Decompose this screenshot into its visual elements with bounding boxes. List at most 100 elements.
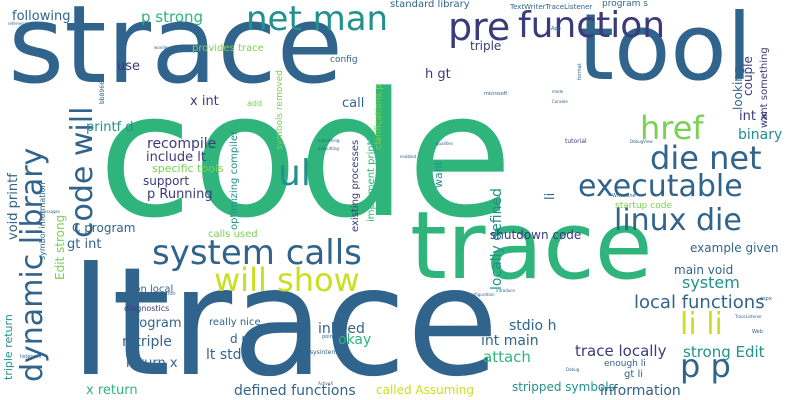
word-web: Web <box>752 329 763 335</box>
word-reference: reference <box>8 21 28 26</box>
word-microsoft: microsoft <box>484 91 508 97</box>
word-call: call <box>342 96 365 111</box>
word-configuration: configuration <box>468 292 495 297</box>
word-provides-trace: provides trace <box>192 43 264 54</box>
word-linux-die: linux die <box>614 203 742 238</box>
word-lt-stdio: lt stdio <box>206 347 254 363</box>
word-format: format <box>577 63 583 80</box>
word-n-triple: n triple <box>122 334 172 350</box>
word-debugview: DebugView <box>630 139 653 144</box>
word-include-lt: include lt <box>146 150 206 165</box>
word-implement-printf: implement printf <box>366 137 377 222</box>
word-defined-functions: defined functions <box>234 383 356 399</box>
word-introduce: introduce <box>496 288 515 293</box>
word-x-return: x return <box>86 383 138 398</box>
word-trace-locally: trace locally <box>575 342 667 360</box>
word-non-local: non local <box>128 284 174 295</box>
word-void-printf: void printf <box>6 173 21 240</box>
word-information: information <box>600 383 681 399</box>
word-program-s: program s <box>602 0 648 9</box>
word-console: Console <box>552 99 568 104</box>
word-x-int: x int <box>190 94 219 109</box>
word-standard-library: standard library <box>390 0 470 10</box>
word-application: application <box>148 291 176 297</box>
word-pointed: pointed <box>322 334 342 340</box>
word-symbols-removed: symbols removed <box>275 70 285 150</box>
word-gt-int: gt int <box>67 237 102 252</box>
word-triple: triple <box>470 39 502 53</box>
word-h-gt: h gt <box>425 67 451 82</box>
word-executable: executable <box>578 169 743 204</box>
word-want-something: want something <box>759 47 770 128</box>
word-p-strong: p strong <box>141 8 204 26</box>
word-outputting: outputting <box>318 146 339 151</box>
word-system-calls: system calls <box>152 233 362 273</box>
word-qualities: qualities <box>436 141 453 146</box>
word-stripped-symbols: stripped symbols <box>512 380 615 394</box>
word-everything: everything <box>318 138 340 143</box>
word-tool: tool <box>578 0 753 101</box>
word-messages: messages <box>40 209 61 214</box>
word-ul: ul <box>278 153 311 194</box>
word-aspx: aspx <box>760 296 772 302</box>
word-bb896647: bb896647 <box>99 73 106 104</box>
word-gt-li: gt li <box>624 369 644 380</box>
word-wonder: wonder <box>154 45 169 50</box>
word-example-given: example given <box>690 241 779 255</box>
word-strace: strace <box>8 0 344 108</box>
word-want: want <box>432 160 445 188</box>
word-trace: trace <box>410 192 653 301</box>
word-c-program: C program <box>72 221 136 235</box>
word-li: li <box>543 192 558 200</box>
word-textwritertracelistener: TextWriterTraceListener <box>510 3 593 11</box>
word-listeners: listeners <box>20 354 42 360</box>
word-tracelistener: TraceListener <box>735 314 762 319</box>
word-stdio-h: stdio h <box>509 318 557 334</box>
word-looking: looking <box>731 66 745 110</box>
word-okay: okay <box>338 332 372 348</box>
word-li-li: li li <box>680 307 723 342</box>
word-return-x: return x <box>126 356 178 371</box>
word-triple-return: triple return <box>2 314 15 380</box>
word-attach: attach <box>483 348 531 366</box>
word-shutdown-code: shutdown code <box>490 228 582 242</box>
word-diagnostics: diagnostics <box>124 304 170 313</box>
word-activex: ActiveX <box>318 381 334 386</box>
word-use: use <box>117 59 141 74</box>
word-enabled: enabled <box>400 154 417 159</box>
word-printf-d: printf d <box>86 120 134 135</box>
word-enough-li: enough li <box>604 359 646 369</box>
word-config: config <box>330 55 358 65</box>
word-p-p: p p <box>680 347 731 385</box>
word-sysinternals: sysinternals <box>310 349 346 356</box>
word-called-assuming: called Assuming <box>376 383 474 397</box>
word-tutorial: tutorial <box>565 138 587 145</box>
word-existing-processes: existing processes <box>350 139 361 232</box>
word-optimizing-compiler: optimizing compiler <box>229 130 240 230</box>
word-specific-tools: specific tools <box>152 162 224 175</box>
word-p-running: p Running <box>147 187 213 202</box>
word-recompile: recompile <box>147 136 217 152</box>
word-main-void: main void <box>674 263 734 277</box>
word-debug: Debug <box>566 367 580 372</box>
word-net-man: net man <box>246 0 389 39</box>
word-edit-strong: Edit strong <box>53 214 67 280</box>
word-code: code <box>98 55 513 256</box>
word-calls-used: calls used <box>208 229 258 240</box>
word-href: href <box>640 109 704 147</box>
word-inlined: inlined <box>318 321 365 337</box>
word-program: program <box>126 316 182 331</box>
word-function: function <box>518 5 666 46</box>
word-add: add <box>247 99 263 108</box>
word-app: App <box>551 26 561 32</box>
word-local-functions: local functions <box>634 292 765 313</box>
word-startup-code: startup code <box>615 201 672 211</box>
word-int-x: int x <box>739 109 768 124</box>
word-binary: binary <box>738 127 783 143</box>
word-d-n: d n <box>230 332 250 346</box>
word-will-show: will show <box>214 261 360 299</box>
word-pre: pre <box>448 5 511 49</box>
word-really-nice: really nice <box>209 317 261 328</box>
word-die-net: die net <box>650 139 762 177</box>
